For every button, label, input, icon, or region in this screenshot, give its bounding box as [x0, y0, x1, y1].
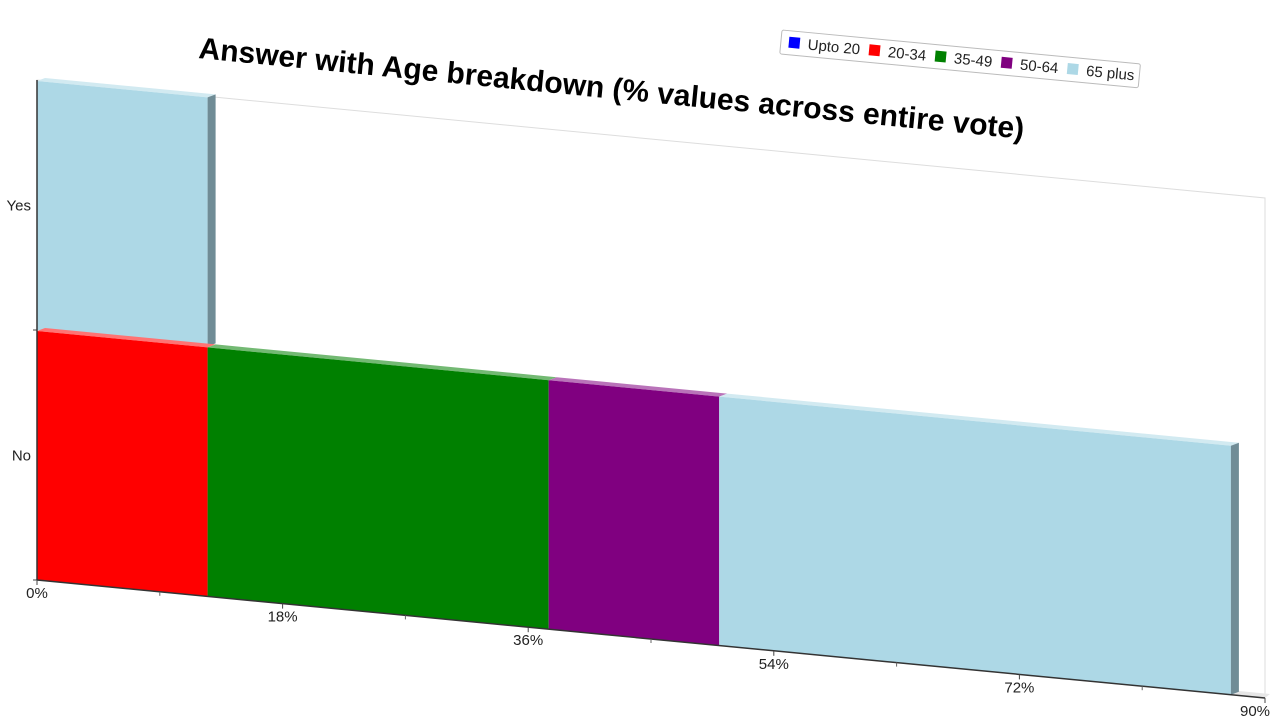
category-label-no: No: [12, 448, 31, 465]
x-tick-label: 54%: [759, 656, 789, 673]
bar-yes-65-plus: [37, 81, 208, 347]
legend-swatch-0: [788, 36, 801, 49]
bar-no-20-34: [37, 331, 208, 597]
x-tick-label: 36%: [513, 632, 543, 649]
legend-box: Upto 20 20-34 35-49 50-64 65 plus: [779, 29, 1141, 89]
legend-swatch-2: [934, 50, 947, 63]
bar-top-no-3: [548, 377, 728, 397]
bar-top-no-2: [207, 344, 557, 381]
category-label-yes: Yes: [7, 198, 31, 215]
legend-swatch-4: [1066, 63, 1079, 76]
bar-no-65-plus: [719, 396, 1231, 695]
legend-label-0: Upto 20: [807, 37, 861, 59]
bar-no-35-49: [207, 347, 549, 630]
x-tick-label: 18%: [268, 609, 298, 626]
bar-no-50-64: [548, 380, 720, 646]
bar-side-yes: [207, 94, 216, 347]
bars-group: [37, 78, 1239, 695]
axes-group: Yes No 0% 18% 36% 54% 72% 90%: [7, 80, 1270, 720]
legend-swatch-1: [868, 44, 881, 57]
x-tick-label: 72%: [1004, 679, 1034, 696]
legend-swatch-3: [1000, 56, 1013, 69]
x-tick-label: 90%: [1240, 703, 1270, 720]
x-tick-label: 0%: [26, 585, 48, 602]
legend-label-1: 20-34: [887, 44, 927, 65]
bar-top-yes-4: [37, 78, 216, 98]
legend-label-4: 65 plus: [1085, 63, 1135, 84]
bar-top-no-1: [37, 328, 216, 348]
legend-label-3: 50-64: [1019, 57, 1059, 78]
legend-label-2: 35-49: [953, 50, 993, 71]
bar-top-no-4: [719, 393, 1239, 446]
bar-side-no: [1230, 442, 1239, 695]
legend: Upto 20 20-34 35-49 50-64 65 plus: [779, 29, 1141, 89]
